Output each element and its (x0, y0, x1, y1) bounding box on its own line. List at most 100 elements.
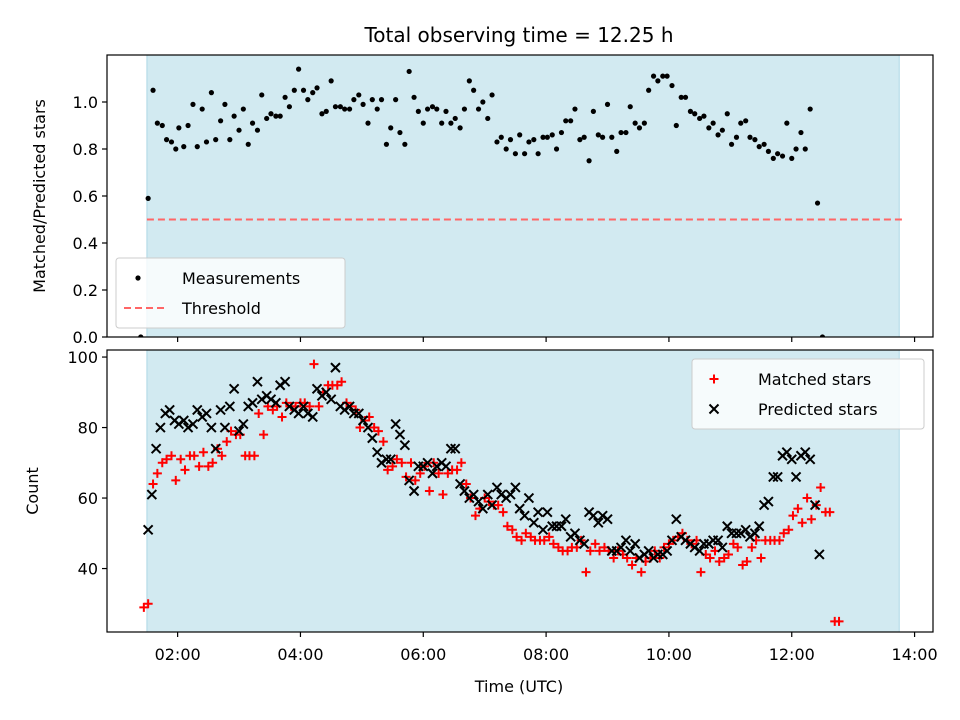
measurement-point (296, 66, 302, 72)
measurement-point (374, 106, 380, 112)
predicted-star-point (620, 535, 632, 546)
measurement-point (415, 108, 421, 114)
measurement-point (159, 122, 165, 129)
measurement-point (388, 125, 394, 131)
matched-star-point (816, 482, 826, 492)
x-tick-label: 10:00 (646, 645, 692, 664)
predicted-star-point (155, 422, 166, 433)
measurement-point (503, 146, 509, 152)
matched-star-point (152, 468, 162, 478)
measurement-point (765, 148, 772, 154)
predicted-star-point (385, 454, 396, 465)
predicted-star-point (150, 443, 162, 454)
predicted-star-point (201, 408, 212, 419)
matched-star-point (784, 525, 794, 535)
measurement-point (434, 106, 440, 112)
matched-star-point (176, 454, 186, 464)
measurement-point (756, 144, 762, 150)
predicted-star-point (781, 447, 793, 458)
matched-star-point (438, 490, 448, 500)
matched-star-point (259, 430, 269, 440)
matched-star-point (636, 567, 646, 577)
measurement-point (249, 120, 256, 126)
measurement-point (173, 146, 179, 152)
measurement-point (369, 97, 375, 103)
predicted-star-point (454, 478, 466, 490)
predicted-star-point (763, 496, 774, 507)
x-tick-label: 04:00 (277, 645, 323, 664)
measurement-point (360, 101, 366, 107)
matched-star-point (705, 553, 715, 563)
matched-star-point (180, 465, 190, 475)
y-tick-label: 80 (78, 419, 98, 438)
predicted-star-point (809, 499, 821, 511)
matched-star-point (337, 377, 347, 387)
measurement-point (254, 127, 261, 133)
measurement-point (715, 132, 721, 138)
matched-star-point (378, 437, 388, 447)
predicted-star-point (569, 528, 581, 539)
measurement-point (761, 141, 767, 147)
measurement-point (540, 134, 546, 140)
matched-star-point (314, 401, 324, 411)
predicted-star-point (459, 485, 470, 497)
predicted-star-point (510, 482, 521, 493)
predicted-star-point (233, 425, 245, 437)
measurement-point (420, 120, 426, 126)
matched-star-point (802, 493, 812, 503)
measurement-point (544, 134, 550, 140)
predicted-star-point (298, 401, 309, 412)
matched-star-point (723, 549, 733, 559)
predicted-star-point (514, 503, 525, 514)
measurement-point (641, 120, 647, 126)
matched-star-point (452, 465, 462, 475)
measurement-point (553, 146, 560, 152)
predicted-star-point (178, 415, 189, 426)
measurement-point (319, 111, 325, 117)
measurement-point (291, 87, 297, 93)
measurement-point (747, 134, 753, 140)
predicted-star-point (187, 418, 199, 430)
predicted-star-point (408, 485, 420, 497)
matched-star-point (696, 567, 706, 577)
predicted-star-point (615, 542, 627, 553)
predicted-star-point (403, 475, 415, 486)
measurement-point (719, 127, 725, 133)
predicted-star-point (228, 383, 240, 394)
measurement-point (305, 97, 311, 103)
measurement-point (168, 139, 175, 145)
predicted-star-point (311, 383, 323, 394)
measurement-point (424, 106, 431, 112)
measurement-point (600, 134, 606, 140)
measurement-point (669, 82, 675, 89)
measurement-point (660, 73, 666, 79)
measurement-point (701, 113, 707, 119)
measurement-point (264, 115, 270, 122)
matched-star-point (517, 535, 527, 545)
predicted-star-point (523, 492, 535, 504)
matched-star-point (493, 500, 503, 510)
measurement-point (411, 94, 417, 100)
matched-star-point (383, 465, 393, 475)
measurement-point (163, 137, 170, 143)
y-tick-label: 0.4 (73, 234, 98, 253)
measurement-point (402, 141, 408, 147)
measurement-point (397, 129, 403, 136)
measurement-point (150, 87, 156, 93)
measurement-point (614, 148, 620, 154)
measurement-point (222, 101, 228, 107)
matched-star-point (208, 458, 218, 468)
predicted-star-point (532, 506, 544, 518)
measurement-point (356, 92, 362, 98)
predicted-star-point (671, 513, 682, 525)
measurement-point (181, 144, 187, 150)
predicted-star-point (422, 457, 433, 469)
predicted-star-point (224, 401, 236, 412)
x-tick-label: 02:00 (155, 645, 201, 664)
predicted-star-point (588, 510, 599, 521)
predicted-star-point (547, 521, 558, 532)
predicted-star-point (473, 496, 484, 507)
matched-star-point (585, 546, 595, 556)
legend-matched-marker (709, 374, 719, 384)
y-tick-label: 1.0 (73, 93, 98, 112)
